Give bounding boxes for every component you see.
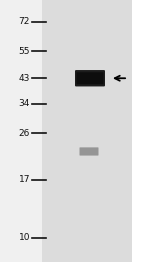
Text: 26: 26 (19, 129, 30, 138)
Text: 43: 43 (19, 74, 30, 83)
Text: 17: 17 (18, 175, 30, 184)
Text: 34: 34 (19, 99, 30, 108)
Text: 72: 72 (19, 18, 30, 26)
FancyBboxPatch shape (80, 147, 99, 156)
Text: 10: 10 (18, 233, 30, 242)
FancyBboxPatch shape (0, 0, 42, 262)
FancyBboxPatch shape (42, 0, 132, 262)
FancyBboxPatch shape (76, 72, 103, 84)
FancyBboxPatch shape (75, 70, 105, 86)
Text: 55: 55 (18, 47, 30, 56)
